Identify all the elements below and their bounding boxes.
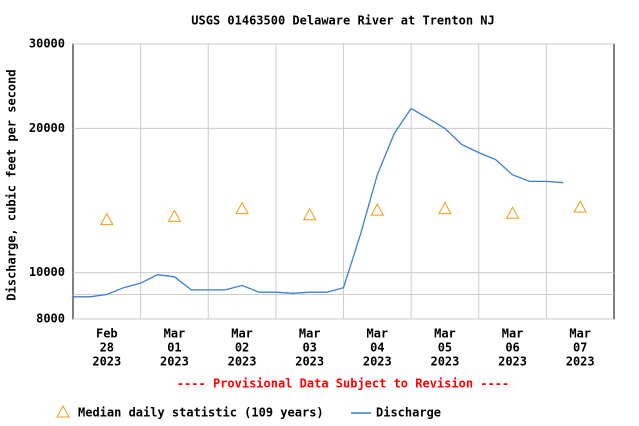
x-tick-label: 2023	[160, 355, 189, 369]
x-tick-label: 28	[100, 341, 114, 355]
x-tick-label: 2023	[228, 355, 257, 369]
median-marker	[235, 201, 249, 215]
y-tick-label: 30000	[29, 37, 65, 51]
x-tick-label: 03	[302, 341, 316, 355]
x-tick-label: Feb	[96, 327, 118, 341]
x-tick-label: 01	[167, 341, 181, 355]
x-tick-label: 2023	[430, 355, 459, 369]
x-tick-label: 02	[235, 341, 249, 355]
line-series	[73, 107, 564, 298]
median-marker	[438, 201, 452, 215]
median-marker	[505, 206, 520, 219]
median-marker	[370, 203, 385, 216]
x-tick-label: Mar	[434, 327, 456, 341]
x-tick-label: 2023	[295, 355, 324, 369]
x-tick-label: 2023	[92, 355, 121, 369]
x-tick-label: Mar	[231, 327, 253, 341]
y-tick-label: 10000	[29, 265, 65, 279]
subtitle: ---- Provisional Data Subject to Revisio…	[177, 377, 509, 391]
x-tick-label: Mar	[299, 327, 321, 341]
x-tick-label: 07	[573, 341, 587, 355]
median-marker	[167, 209, 182, 222]
x-tick-label: Mar	[366, 327, 388, 341]
x-tick-label: Mar	[569, 327, 591, 341]
legend-label: Discharge	[376, 406, 441, 420]
x-tick-label: Mar	[164, 327, 186, 341]
x-tick-label: 06	[505, 341, 519, 355]
x-tick-label: 2023	[363, 355, 392, 369]
x-tick-label: Mar	[502, 327, 524, 341]
x-tick-label: 05	[438, 341, 452, 355]
chart-title: USGS 01463500 Delaware River at Trenton …	[191, 14, 494, 28]
y-axis-label: Discharge, cubic feet per second	[5, 69, 19, 300]
median-marker	[302, 207, 317, 221]
x-tick-label: 2023	[498, 355, 527, 369]
median-marker	[573, 200, 588, 213]
y-tick-label: 8000	[36, 312, 65, 326]
x-tick-label: 2023	[566, 355, 595, 369]
median-marker	[99, 212, 114, 226]
y-tick-label: 20000	[29, 121, 65, 135]
legend-label: Median daily statistic (109 years)	[78, 406, 324, 420]
x-tick-label: 04	[370, 341, 384, 355]
legend-marker	[56, 404, 70, 418]
